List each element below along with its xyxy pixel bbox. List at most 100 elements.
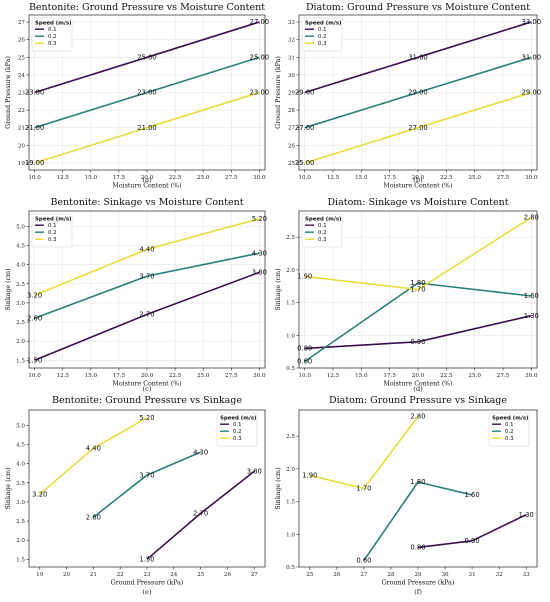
chart-panel-1: Diatom: Ground Pressure vs Moisture Cont… <box>275 2 541 190</box>
y-tick-label: 28 <box>288 108 296 114</box>
x-tick-label: 21 <box>90 572 97 578</box>
x-tick-label: 30 <box>441 572 449 578</box>
y-axis-label: Sinkage (cm) <box>5 467 12 509</box>
x-tick-label: 30.0 <box>253 175 266 181</box>
x-tick-label: 20.0 <box>141 175 154 181</box>
series-line-0.1 <box>417 513 527 549</box>
legend-title: Speed (m/s) <box>305 21 342 27</box>
series-line-0.1 <box>304 314 532 350</box>
legend-item: 0.3 <box>318 41 327 47</box>
y-tick-label: 19 <box>18 161 26 167</box>
x-tick-label: 25.0 <box>197 175 210 181</box>
x-tick-label: 22.5 <box>440 373 453 379</box>
x-tick-label: 20.0 <box>412 175 425 181</box>
y-tick-label: 2.0 <box>286 268 295 274</box>
y-tick-label: 23 <box>18 91 26 97</box>
y-tick-label: 26 <box>288 143 296 149</box>
x-tick-label: 25 <box>306 572 314 578</box>
x-tick-label: 26 <box>224 572 232 578</box>
legend-title: Speed (m/s) <box>220 416 257 422</box>
series-line-0.3 <box>309 416 419 490</box>
y-tick-label: 2.5 <box>16 320 25 326</box>
x-tick-label: 27.5 <box>497 175 510 181</box>
data-label: 31.00 <box>522 53 541 61</box>
data-label: 21.00 <box>25 124 44 132</box>
legend-item: 0.1 <box>48 223 57 229</box>
data-label: 2.60 <box>27 314 42 322</box>
legend: Speed (m/s)0.10.20.3 <box>31 17 73 52</box>
x-tick-label: 26 <box>333 572 341 578</box>
data-label: 3.80 <box>252 268 267 276</box>
series-line-0.3 <box>34 91 260 164</box>
panel-caption: (c) <box>142 385 151 393</box>
series-line-0.2 <box>363 481 473 561</box>
y-axis-label: Ground Pressure (kPa) <box>275 56 282 129</box>
data-label: 27.00 <box>408 124 427 132</box>
panel-caption: (e) <box>142 588 152 596</box>
data-label: 0.60 <box>356 557 371 565</box>
data-label: 1.30 <box>519 511 534 519</box>
y-tick-label: 26 <box>18 38 26 44</box>
legend-title: Speed (m/s) <box>305 217 342 223</box>
series-line-0.3 <box>39 417 148 495</box>
x-tick-label: 15.0 <box>85 175 98 181</box>
legend-item: 0.2 <box>318 34 327 40</box>
series-line-0.1 <box>34 21 260 94</box>
data-label: 2.80 <box>410 413 425 421</box>
data-label: 4.40 <box>86 444 101 452</box>
series-line-0.1 <box>34 271 260 362</box>
x-tick-label: 33 <box>523 572 531 578</box>
data-label: 1.80 <box>410 279 425 287</box>
series-line-0.2 <box>34 56 260 129</box>
data-label: 0.90 <box>410 338 425 346</box>
x-tick-label: 30.0 <box>253 373 266 379</box>
x-tick-label: 23 <box>143 572 151 578</box>
data-label: 33.00 <box>522 18 541 26</box>
data-label: 27.00 <box>295 124 314 132</box>
data-label: 1.30 <box>524 312 539 320</box>
data-label: 1.80 <box>410 478 425 486</box>
data-label: 3.70 <box>139 471 154 479</box>
x-tick-label: 27.5 <box>225 373 238 379</box>
x-tick-label: 32 <box>496 572 504 578</box>
x-tick-label: 12.5 <box>56 373 69 379</box>
y-tick-label: 1.5 <box>16 557 25 563</box>
legend-item: 0.1 <box>48 27 57 33</box>
data-label: 23.00 <box>25 89 44 97</box>
data-label: 1.90 <box>297 273 312 281</box>
y-tick-label: 4.0 <box>16 462 25 468</box>
legend-item: 0.2 <box>505 429 514 435</box>
chart-panel-4: Bentonite: Ground Pressure vs Sinkage 19 2… <box>5 395 266 596</box>
y-axis-label: Sinkage (cm) <box>275 268 282 310</box>
legend-item: 0.1 <box>233 422 242 428</box>
x-tick-label: 19 <box>36 572 44 578</box>
x-tick-label: 12.5 <box>56 175 69 181</box>
data-label: 3.20 <box>27 291 42 299</box>
legend-item: 0.1 <box>505 422 514 428</box>
legend-item: 0.1 <box>318 27 327 33</box>
legend-item: 0.2 <box>233 429 242 435</box>
y-tick-label: 1.5 <box>16 358 25 364</box>
chart-panel-0: Bentonite: Ground Pressure vs Moisture C… <box>5 2 269 190</box>
x-tick-label: 20 <box>63 572 71 578</box>
data-label: 1.70 <box>410 286 425 294</box>
legend-title: Speed (m/s) <box>492 416 529 422</box>
x-tick-label: 30.0 <box>525 373 538 379</box>
x-tick-label: 25.0 <box>468 373 481 379</box>
series-line-0.3 <box>304 216 532 291</box>
legend-item: 0.3 <box>48 41 57 47</box>
x-axis-label: Ground Pressure (kPa) <box>382 580 455 587</box>
legend-item: 0.3 <box>318 237 327 243</box>
legend: Speed (m/s)0.10.20.3 <box>216 412 258 447</box>
x-tick-label: 25.0 <box>197 373 210 379</box>
data-label: 3.80 <box>247 467 262 475</box>
data-label: 23.00 <box>250 89 269 97</box>
chart-title: Diatom: Ground Pressure vs Sinkage <box>329 395 507 406</box>
y-tick-label: 21 <box>18 126 25 132</box>
y-tick-label: 22 <box>18 108 26 114</box>
panel-caption: (b) <box>413 176 423 184</box>
y-tick-label: 2.0 <box>16 538 25 544</box>
chart-title: Bentonite: Sinkage vs Moisture Content <box>50 197 243 208</box>
y-tick-label: 1.5 <box>286 500 295 506</box>
series-line-0.2 <box>92 451 201 518</box>
